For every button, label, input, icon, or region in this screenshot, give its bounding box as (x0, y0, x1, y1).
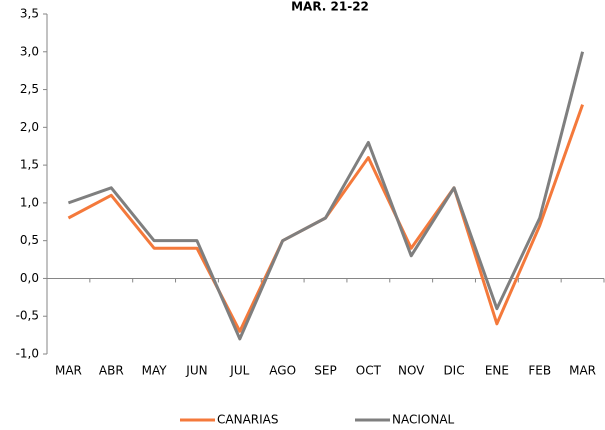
x-tick-label: MAY (142, 364, 168, 378)
x-tick-label: AGO (269, 364, 296, 378)
y-tick-label: -1,0 (16, 347, 39, 361)
chart-title: MAR. 21-22 (291, 0, 369, 14)
x-tick-label: SEP (314, 364, 336, 378)
y-tick-label: 1,0 (20, 195, 39, 209)
x-tick-label: JUN (185, 364, 207, 378)
x-tick-label: MAR (55, 364, 82, 378)
y-tick-label: 3,0 (20, 44, 39, 58)
y-tick-label: 2,0 (20, 120, 39, 134)
x-tick-label: JUL (229, 364, 249, 378)
y-tick-label: 3,5 (20, 7, 39, 21)
legend-label: NACIONAL (392, 413, 455, 427)
x-tick-label: DIC (443, 364, 464, 378)
x-tick-label: ABR (99, 364, 124, 378)
x-tick-label: FEB (528, 364, 551, 378)
x-tick-label: OCT (356, 364, 382, 378)
series-line (67, 51, 585, 341)
legend-label: CANARIAS (217, 413, 278, 427)
x-tick-label: MAR (569, 364, 596, 378)
y-tick-label: 2,5 (20, 82, 39, 96)
x-tick-label: NOV (398, 364, 425, 378)
y-tick-label: 0,0 (20, 271, 39, 285)
y-tick-label: 1,5 (20, 158, 39, 172)
y-tick-label: 0,5 (20, 233, 39, 247)
y-tick-label: -0,5 (16, 309, 39, 323)
x-tick-label: ENE (485, 364, 509, 378)
